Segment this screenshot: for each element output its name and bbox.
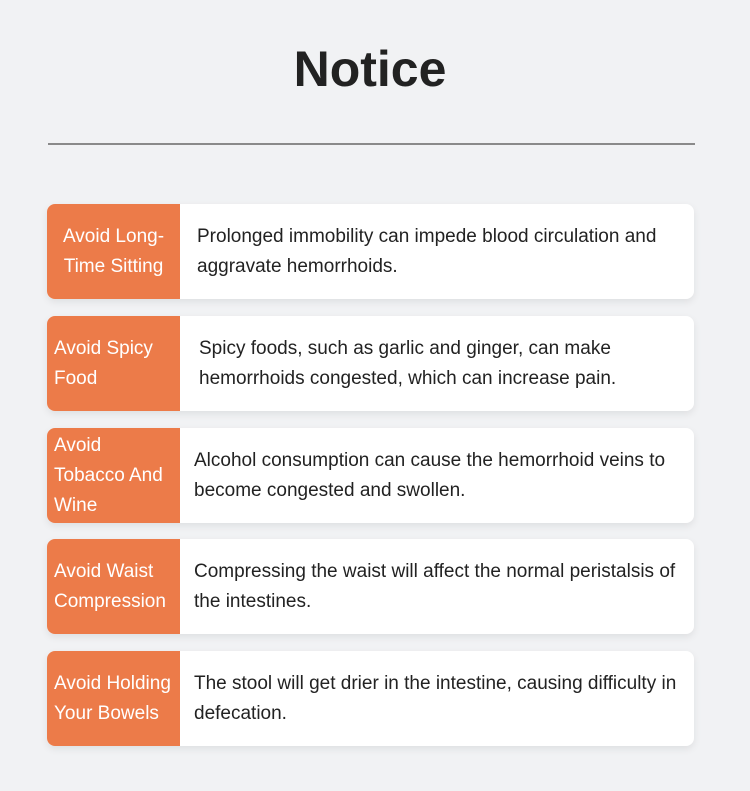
notice-text: The stool will get drier in the intestin… [194, 672, 677, 724]
notice-card: Avoid Holding Your Bowels The stool will… [47, 651, 694, 746]
notice-card: Avoid Spicy Food Spicy foods, such as ga… [47, 316, 694, 411]
notice-card: Avoid Waist Compression Compressing the … [47, 539, 694, 634]
page-title: Notice [293, 41, 447, 97]
notice-text: Alcohol consumption can cause the hemorr… [194, 449, 666, 501]
notice-card: Avoid Tobacco And Wine Alcohol consumpti… [47, 428, 694, 523]
notice-text: Prolonged immobility can impede blood ci… [197, 225, 657, 277]
notice-label: Avoid Tobacco And Wine [47, 428, 180, 523]
notice-label: Avoid Spicy Food [47, 316, 180, 411]
notice-label: Avoid Holding Your Bowels [47, 651, 180, 746]
notice-card: Avoid Long-Time Sitting Prolonged immobi… [47, 204, 694, 299]
divider [48, 143, 695, 145]
notice-label: Avoid Long-Time Sitting [47, 204, 180, 299]
notice-label: Avoid Waist Compression [47, 539, 180, 634]
notice-text: Compressing the waist will affect the no… [194, 560, 676, 612]
notice-text: Spicy foods, such as garlic and ginger, … [199, 337, 617, 389]
